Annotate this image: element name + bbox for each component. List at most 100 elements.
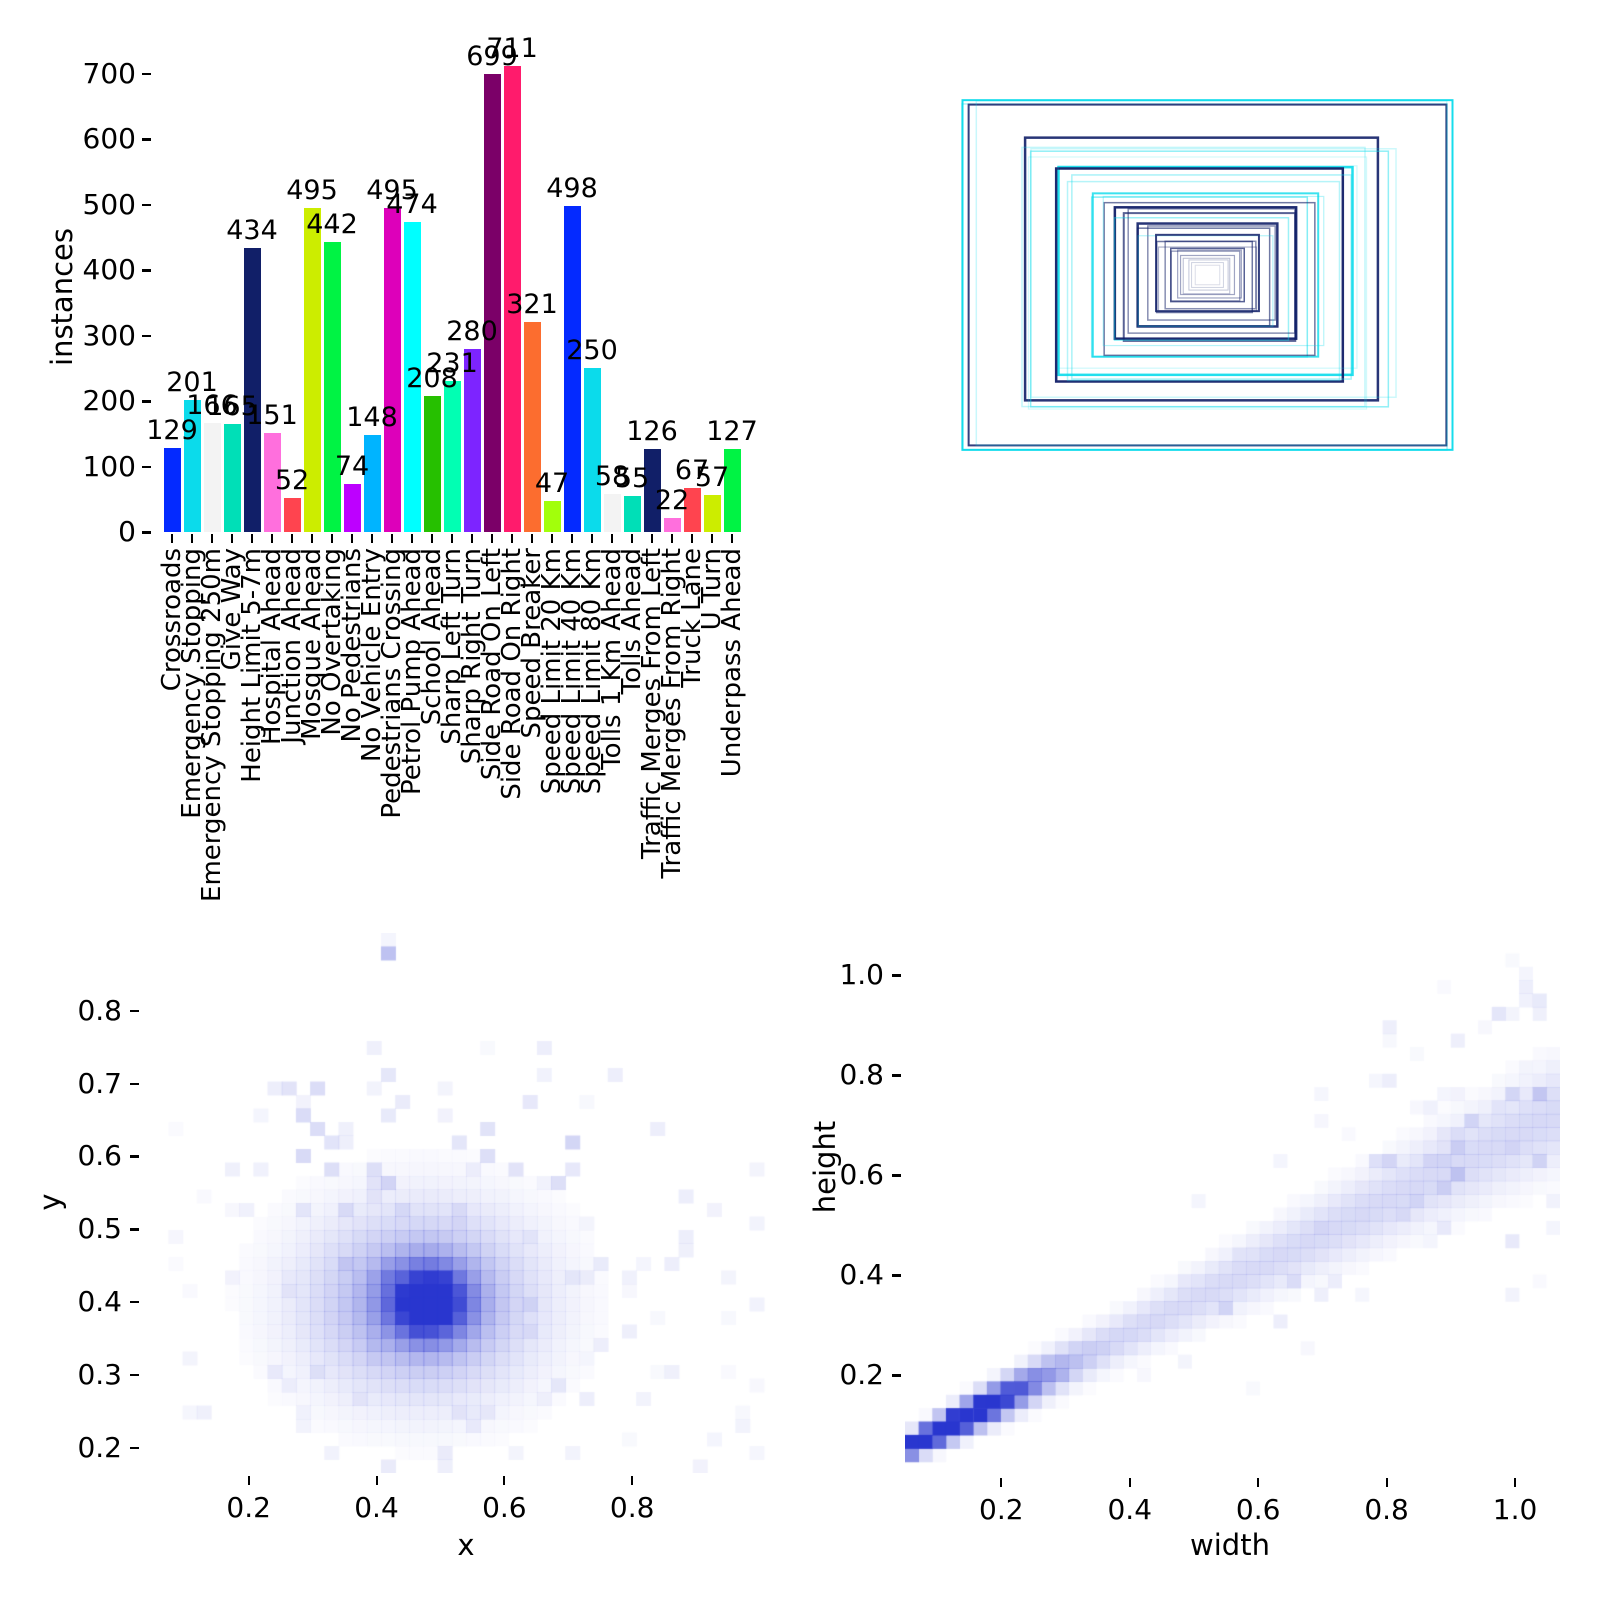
bar-x-tick-mark: [571, 534, 573, 543]
bar-x-tick-mark: [691, 534, 693, 543]
x-tick-mark: [1514, 1478, 1517, 1487]
bar-no-vehicle-entry: [363, 435, 381, 532]
bar-y-tick-mark: [142, 72, 151, 75]
xy-heatmap-canvas: [140, 933, 792, 1473]
bar-y-tick-mark: [142, 203, 151, 206]
bar-x-tick-mark: [671, 534, 673, 543]
bar-x-tick-mark: [171, 534, 173, 543]
x-tick-label: 0.8: [609, 1491, 655, 1524]
x-tick-mark: [247, 1476, 250, 1485]
bounding-box-rect: [1066, 180, 1341, 382]
x-tick-label: 0.2: [226, 1491, 271, 1524]
x-tick-label: 0.2: [979, 1493, 1024, 1526]
x-tick-mark: [1128, 1478, 1131, 1487]
bounding-box-rect: [1030, 148, 1397, 398]
bar-truck-lane: [683, 488, 701, 532]
bounding-box-rect: [961, 99, 1454, 451]
bar-value-label: 151: [246, 400, 298, 432]
bounding-box-rect: [1147, 225, 1276, 321]
bar-value-label: 280: [446, 315, 498, 347]
y-tick-label: 1.0: [839, 958, 884, 991]
bar-y-tick-label: 100: [82, 449, 136, 483]
bounding-box-rect: [1188, 259, 1229, 291]
bar-x-tick-mark: [631, 534, 633, 543]
x-tick-mark: [1257, 1478, 1260, 1487]
bar-x-tick-mark: [211, 534, 213, 543]
bar-side-road-on-right: [503, 66, 521, 532]
bar-category-label: Underpass Ahead: [717, 548, 747, 778]
wh-x-axis-label: width: [1190, 1528, 1270, 1562]
bar-x-tick-mark: [651, 534, 653, 543]
bar-x-tick-mark: [591, 534, 593, 543]
bar-emergency-stopping: [183, 400, 201, 532]
bar-x-tick-mark: [611, 534, 613, 543]
bar-value-label: 250: [566, 335, 618, 367]
bar-y-tick-mark: [142, 465, 151, 468]
bounding-box-rect: [1057, 165, 1354, 377]
bar-value-label: 208: [406, 362, 458, 394]
bar-x-tick-mark: [431, 534, 433, 543]
bar-value-label: 321: [506, 288, 558, 320]
bar-y-tick-label: 200: [82, 384, 136, 417]
y-tick-mark: [130, 1082, 139, 1086]
bar-side-road-on-left: [483, 74, 501, 532]
bar-school-ahead: [423, 395, 441, 532]
bar-x-tick-mark: [251, 534, 253, 543]
bar-x-tick-mark: [471, 534, 473, 543]
bar-speed-breaker: [523, 321, 541, 532]
bar-value-label: 495: [366, 174, 418, 206]
bar-x-tick-mark: [551, 534, 553, 543]
bar-value-label: 52: [274, 464, 310, 496]
bar-hospital-ahead: [263, 433, 281, 532]
bar-no-overtaking: [323, 242, 341, 532]
bounding-box-rect: [1191, 262, 1224, 288]
bounding-box-rect: [1157, 246, 1258, 312]
bar-value-label: 47: [534, 468, 570, 500]
bar-value-label: 699: [466, 41, 518, 73]
bar-x-tick-mark: [491, 534, 493, 543]
bar-give-way: [223, 423, 241, 532]
bar-value-label: 474: [386, 188, 438, 220]
bounding-box-rect: [967, 103, 1448, 447]
bounding-box-rect: [1057, 165, 1358, 369]
y-tick-mark: [130, 1300, 139, 1304]
bounding-box-rect: [1103, 201, 1316, 357]
bar-x-tick-mark: [451, 534, 453, 543]
bar-x-tick-mark: [711, 534, 713, 543]
y-tick-label: 0.4: [77, 1284, 122, 1318]
bounding-box-rect: [1164, 240, 1257, 310]
bounding-box-rect: [1029, 150, 1390, 408]
bounding-box-rect: [1102, 195, 1325, 347]
bar-value-label: 165: [206, 390, 258, 422]
y-tick-mark: [892, 1274, 901, 1277]
bar-value-label: 434: [226, 214, 278, 246]
bar-value-label: 74: [334, 450, 370, 482]
bounding-box-rect: [1136, 227, 1271, 327]
bar-x-tick-mark: [371, 534, 373, 543]
bar-emergency-stopping-250m: [203, 423, 221, 532]
y-tick-label: 0.6: [839, 1158, 884, 1191]
bounding-box-rect: [1127, 208, 1296, 334]
bar-underpass-ahead: [723, 448, 741, 532]
bar-crossroads: [163, 447, 181, 532]
bar-x-tick-mark: [391, 534, 393, 543]
bar-value-label: 22: [654, 484, 690, 516]
bar-value-label: 55: [614, 462, 650, 494]
bar-y-tick-mark: [142, 269, 151, 272]
width-height-heatmap-canvas: [905, 940, 1560, 1475]
y-tick-mark: [130, 1228, 139, 1231]
bounding-box-rect: [1071, 174, 1352, 380]
x-tick-label: 0.6: [482, 1491, 527, 1524]
x-tick-mark: [375, 1476, 378, 1485]
y-tick-mark: [130, 1446, 139, 1450]
x-tick-label: 0.6: [1235, 1493, 1281, 1526]
bar-value-label: 495: [286, 174, 338, 206]
bar-tolls-1-km-ahead: [603, 494, 621, 532]
bar-y-tick-label: 700: [82, 56, 136, 90]
bounding-box-rect: [975, 100, 1448, 446]
bar-tolls-ahead: [623, 495, 641, 532]
bar-x-tick-mark: [311, 534, 313, 543]
x-tick-mark: [503, 1476, 506, 1485]
y-tick-mark: [892, 974, 901, 977]
bounding-box-rect: [1182, 257, 1231, 295]
